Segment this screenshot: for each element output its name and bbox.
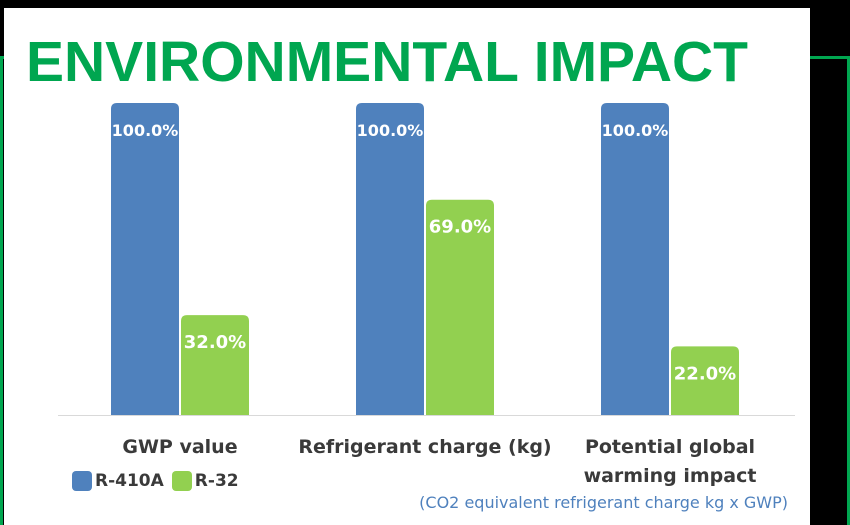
legend-swatch-r32 bbox=[171, 471, 192, 491]
data-label: 32.0% bbox=[184, 332, 246, 353]
category-label: Refrigerant charge (kg) bbox=[298, 436, 551, 458]
legend-item-r32: R-32 bbox=[171, 471, 239, 491]
bar-r410a-2 bbox=[601, 103, 669, 415]
data-label: 69.0% bbox=[429, 217, 491, 238]
page-title: ENVIRONMENTAL IMPACT bbox=[26, 30, 748, 94]
legend-swatch-r410a bbox=[72, 471, 92, 491]
category-label: GWP value bbox=[122, 436, 237, 458]
title-box: ENVIRONMENTAL IMPACT bbox=[4, 12, 754, 94]
category-label: warming impact bbox=[584, 465, 757, 487]
legend: R-410A R-32 bbox=[72, 470, 239, 492]
data-label: 100.0% bbox=[112, 121, 179, 140]
data-label: 22.0% bbox=[674, 363, 736, 384]
bar-r32-2 bbox=[671, 346, 739, 415]
data-label: 100.0% bbox=[357, 121, 424, 140]
legend-item-r410a: R-410A bbox=[72, 471, 164, 491]
legend-label-r410a: R-410A bbox=[95, 471, 164, 491]
bar-r32-0 bbox=[181, 315, 249, 415]
data-label: 100.0% bbox=[602, 121, 669, 140]
category-label: Potential global bbox=[585, 436, 755, 458]
footnote: (CO2 equivalent refrigerant charge kg x … bbox=[419, 493, 788, 512]
bar-r410a-0 bbox=[111, 103, 179, 415]
bar-r32-1 bbox=[426, 199, 494, 415]
bar-r410a-1 bbox=[356, 103, 424, 415]
legend-label-r32: R-32 bbox=[194, 471, 239, 491]
